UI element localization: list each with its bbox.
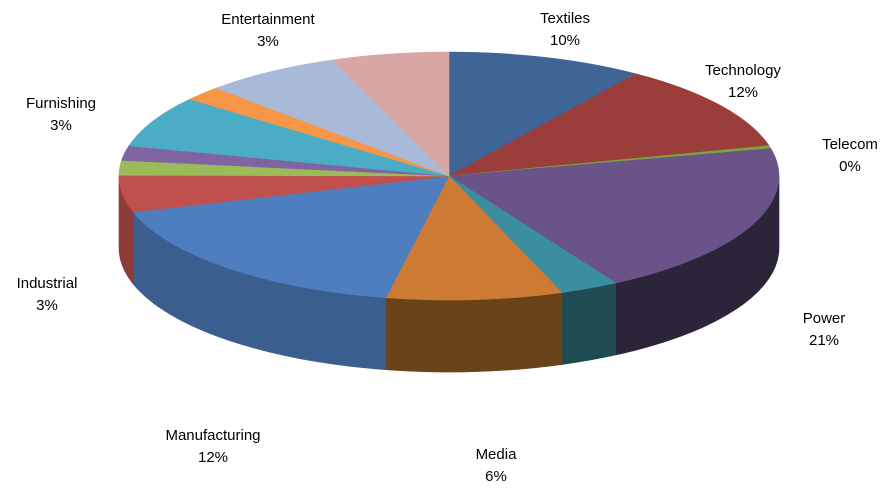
pie-slice-entertainment: [215, 59, 450, 177]
label-power-name: Power: [802, 310, 846, 327]
label-power: Power 21%: [739, 308, 887, 352]
label-industrial-pct: 3%: [36, 297, 58, 314]
pie-slice-power: [448, 148, 780, 284]
label-technology: Technology 12%: [658, 60, 828, 104]
label-textiles-pct: 10%: [549, 32, 581, 49]
label-furnishing: Furnishing 3%: [0, 93, 146, 137]
label-manufacturing-name: Manufacturing: [165, 427, 261, 444]
pie-slice-manufacturing: [132, 175, 450, 299]
label-technology-name: Technology: [705, 62, 781, 79]
pie-top-faces: [118, 51, 780, 301]
label-media-name: Media: [475, 446, 517, 463]
label-power-pct: 21%: [808, 332, 840, 349]
pie-side-walls: [118, 175, 780, 373]
pie-slice-technology: [448, 73, 770, 177]
label-textiles: Textiles 10%: [480, 8, 650, 52]
pie-slice-media: [385, 175, 563, 301]
label-telecom: Telecom 0%: [765, 134, 887, 178]
label-furnishing-pct: 3%: [50, 117, 72, 134]
label-manufacturing-pct: 12%: [197, 449, 229, 466]
pie-side-segment-4: [561, 282, 617, 365]
label-telecom-name: Telecom: [822, 136, 878, 153]
pie-slice-textiles: [448, 51, 637, 177]
label-telecom-pct: 0%: [839, 158, 861, 175]
label-furnishing-name: Furnishing: [25, 95, 97, 112]
label-entertainment-pct: 3%: [257, 33, 279, 50]
label-entertainment: Entertainment 3%: [183, 9, 353, 53]
label-industrial: Industrial 3%: [0, 273, 132, 317]
label-media: Media 6%: [411, 444, 581, 488]
pie-slice-furnishing: [128, 98, 450, 177]
label-textiles-name: Textiles: [539, 10, 591, 27]
label-manufacturing: Manufacturing 12%: [128, 425, 298, 469]
pie-slice-segment-13: [331, 51, 450, 177]
label-technology-pct: 12%: [727, 84, 759, 101]
label-entertainment-name: Entertainment: [221, 11, 315, 28]
label-industrial-name: Industrial: [16, 275, 78, 292]
label-media-pct: 6%: [485, 468, 507, 485]
pie-side-media: [385, 292, 563, 373]
